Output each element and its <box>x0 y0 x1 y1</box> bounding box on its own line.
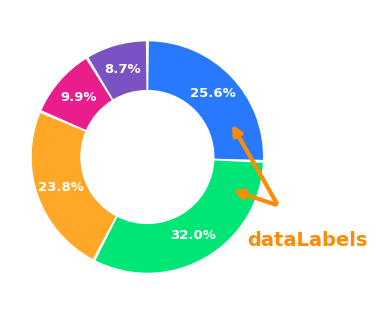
Wedge shape <box>41 59 112 130</box>
Wedge shape <box>88 41 146 99</box>
Text: 9.9%: 9.9% <box>60 91 97 104</box>
Text: dataLabels: dataLabels <box>247 231 367 250</box>
Wedge shape <box>32 113 116 259</box>
Wedge shape <box>95 160 263 273</box>
Wedge shape <box>148 41 263 160</box>
Text: 25.6%: 25.6% <box>190 87 236 100</box>
Text: 32.0%: 32.0% <box>170 230 216 242</box>
Text: 8.7%: 8.7% <box>105 62 141 75</box>
Text: 23.8%: 23.8% <box>38 181 84 194</box>
